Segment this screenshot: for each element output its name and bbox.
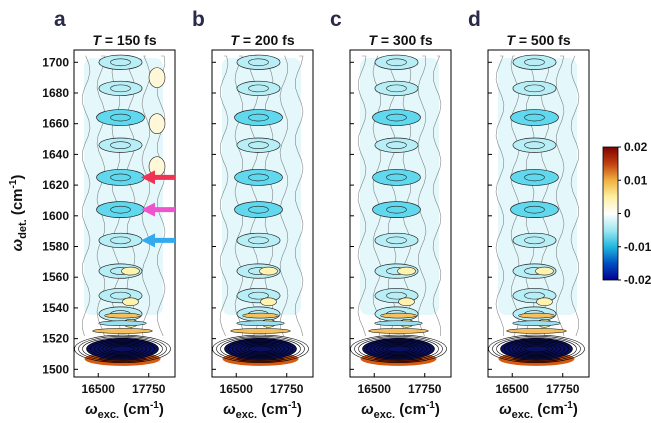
colorbar-tick-label: 0.02 (624, 140, 648, 154)
svg-text:ωdet. (cm-1): ωdet. (cm-1) (8, 175, 29, 252)
colorbar-tick-label: -0.02 (624, 273, 651, 287)
y-tick-label: 1660 (42, 117, 69, 131)
y-tick-label: 1500 (42, 362, 69, 376)
panel-letter: b (192, 8, 205, 31)
peak-arrow (141, 233, 175, 248)
heatmap-field (212, 50, 313, 377)
peak-arrow (141, 202, 175, 217)
y-tick-label: 1620 (42, 178, 69, 192)
panel-b: 16500 17750 b T = 200 fs (192, 8, 314, 396)
panel-title: T = 300 fs (368, 32, 432, 48)
panel-frame (349, 49, 452, 378)
heatmap-field (350, 50, 451, 377)
peak-arrow (141, 170, 175, 185)
colorbar-tick-label: 0.01 (624, 173, 648, 187)
ylabel-close: ) (9, 175, 26, 180)
x-tick-label: 16500 (496, 382, 530, 396)
y-tick-label: 1640 (42, 147, 69, 161)
heatmap-field (488, 50, 589, 377)
x-tick-label: 17750 (270, 382, 304, 396)
ylabel-subscript: det. (17, 219, 29, 239)
x-axis-labels: ωexc. (cm-1) ωexc. (cm-1) ωexc. (cm-1) ωexc… (85, 400, 578, 421)
panel-d: 16500 17750 d T = 500 fs (468, 8, 590, 396)
y-tick-label: 1700 (42, 55, 69, 69)
panel-letter: a (54, 8, 66, 31)
y-axis-label: ωdet. (cm-1) (8, 175, 29, 252)
x-axis-label: ωexc. (cm-1) (361, 400, 440, 421)
x-tick-label: 17750 (408, 382, 442, 396)
colorbar-tick-label: -0.01 (624, 240, 651, 254)
panels: 1500 1520 1540 1560 1580 1600 1620 1640 1660 1680… (42, 8, 590, 396)
panel-c: 16500 17750 c T = 300 fs (330, 8, 452, 396)
panel-a: 1500 1520 1540 1560 1580 1600 1620 1640 1660 1680… (42, 8, 176, 396)
panel-title: T = 200 fs (230, 32, 294, 48)
y-tick-label: 1540 (42, 301, 69, 315)
x-tick-label: 17750 (132, 382, 166, 396)
colorbar: 0.02 0.01 0 -0.01 -0.02 (602, 140, 651, 287)
ylabel-unit: (cm (9, 188, 26, 219)
panel-title: T = 150 fs (92, 32, 156, 48)
y-tick-label: 1560 (42, 270, 69, 284)
y-tick-label: 1580 (42, 240, 69, 254)
ylabel-exponent: -1 (8, 179, 19, 188)
panel-frame (73, 49, 176, 378)
x-axis-label: ωexc. (cm-1) (85, 400, 164, 421)
panel-letter: c (330, 8, 342, 31)
heatmap-field (74, 50, 175, 377)
ylabel-symbol: ω (9, 238, 26, 251)
panel-frame (487, 49, 590, 378)
panel-title: T = 500 fs (506, 32, 570, 48)
x-axis-label: ωexc. (cm-1) (223, 400, 302, 421)
colorbar-tick-label: 0 (624, 207, 631, 221)
x-axis-label: ωexc. (cm-1) (499, 400, 578, 421)
panel-letter: d (468, 8, 481, 31)
x-tick-label: 16500 (220, 382, 254, 396)
y-tick-label: 1600 (42, 209, 69, 223)
y-tick-label: 1520 (42, 332, 69, 346)
colorbar-scale (602, 146, 619, 281)
panel-frame (211, 49, 314, 378)
x-tick-label: 16500 (358, 382, 392, 396)
x-tick-label: 17750 (546, 382, 580, 396)
x-tick-label: 16500 (82, 382, 116, 396)
colorbar-tick-labels: 0.02 0.01 0 -0.01 -0.02 (618, 140, 651, 287)
y-tick-label: 1680 (42, 86, 69, 100)
